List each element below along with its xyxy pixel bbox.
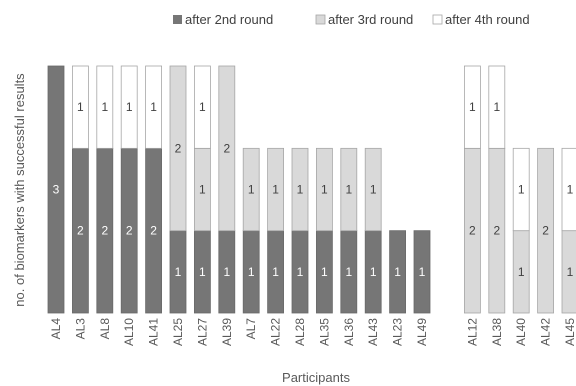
data-label-al28-after-3rd-round: 1 xyxy=(297,183,304,197)
data-label-al35-after-2nd-round: 1 xyxy=(321,265,328,279)
bar-al8-after-4th-round xyxy=(96,65,114,149)
data-label-al8-after-2nd-round: 2 xyxy=(101,224,108,238)
data-label-al39-after-2nd-round: 1 xyxy=(223,265,230,279)
legend-label-after-2nd-round: after 2nd round xyxy=(185,12,273,27)
bar-al27-after-4th-round xyxy=(193,65,211,149)
x-tick-al4: AL4 xyxy=(49,318,63,340)
legend-item-after-4th-round: after 4th round xyxy=(432,12,530,27)
bar-al42-after-3rd-round xyxy=(537,147,554,314)
bar-al4-after-2nd-round xyxy=(47,65,65,314)
data-label-al3-after-2nd-round: 2 xyxy=(77,224,84,238)
x-tick-al23: AL23 xyxy=(391,318,405,346)
data-label-al7-after-2nd-round: 1 xyxy=(248,265,255,279)
bar-al36-after-3rd-round xyxy=(340,147,358,232)
x-tick-al22: AL22 xyxy=(269,318,283,346)
x-axis-label: Participants xyxy=(282,370,350,385)
bars: 3212121211211112111111111111112121112112 xyxy=(47,65,576,314)
data-label-al3-after-4th-round: 1 xyxy=(77,100,84,114)
data-label-al27-after-2nd-round: 1 xyxy=(199,265,206,279)
data-label-al41-after-2nd-round: 2 xyxy=(150,224,157,238)
x-tick-al10: AL10 xyxy=(122,318,136,346)
bar-al35-after-3rd-round xyxy=(315,147,333,232)
bar-al28-after-3rd-round xyxy=(291,147,309,232)
legend-swatch-after-2nd-round xyxy=(173,15,182,24)
data-label-al40-after-3rd-round: 1 xyxy=(518,265,525,279)
data-label-al41-after-4th-round: 1 xyxy=(150,100,157,114)
bar-al39-after-3rd-round xyxy=(218,65,236,232)
data-label-al38-after-4th-round: 1 xyxy=(493,100,500,114)
data-label-al4-after-2nd-round: 3 xyxy=(53,183,60,197)
bar-al40-after-4th-round xyxy=(512,147,530,232)
x-tick-al3: AL3 xyxy=(73,318,87,340)
bar-al45-after-4th-round xyxy=(561,147,576,232)
data-label-al12-after-3rd-round: 2 xyxy=(469,224,476,238)
x-tick-al35: AL35 xyxy=(317,318,331,346)
legend-item-after-2nd-round: after 2nd round xyxy=(173,12,273,27)
data-label-al27-after-4th-round: 1 xyxy=(199,100,206,114)
data-label-al38-after-3rd-round: 2 xyxy=(493,224,500,238)
legend-label-after-4th-round: after 4th round xyxy=(445,12,530,27)
data-label-al36-after-3rd-round: 1 xyxy=(345,183,352,197)
y-axis-label: no. of biomarkers with successful result… xyxy=(12,73,27,307)
legend: after 2nd round after 3rd round after 4t… xyxy=(173,12,530,27)
legend-swatch-after-4th-round xyxy=(432,14,443,25)
x-tick-al45: AL45 xyxy=(563,318,576,346)
data-label-al49-after-2nd-round: 1 xyxy=(419,265,426,279)
x-tick-labels: AL4 AL3 AL8 AL10 AL41 AL25 AL27 AL39 AL7 AL22 AL28… xyxy=(49,318,576,346)
bar-al38-after-4th-round xyxy=(488,65,506,149)
legend-swatch-after-3rd-round xyxy=(315,14,326,25)
data-label-al10-after-4th-round: 1 xyxy=(126,100,133,114)
x-tick-al49: AL49 xyxy=(415,318,429,346)
x-tick-al7: AL7 xyxy=(244,318,258,340)
x-tick-al41: AL41 xyxy=(147,318,161,346)
bar-al7-after-3rd-round xyxy=(242,147,260,232)
bar-al49-after-2nd-round xyxy=(413,230,431,314)
bar-al22-after-3rd-round xyxy=(267,147,285,232)
data-label-al39-after-3rd-round: 2 xyxy=(223,141,230,155)
data-label-al28-after-2nd-round: 1 xyxy=(297,265,304,279)
legend-item-after-3rd-round: after 3rd round xyxy=(315,12,413,27)
data-label-al45-after-4th-round: 1 xyxy=(567,183,574,197)
bar-al12-after-4th-round xyxy=(463,65,481,149)
x-tick-al36: AL36 xyxy=(342,318,356,346)
bar-al3-after-4th-round xyxy=(72,65,89,149)
data-label-al10-after-2nd-round: 2 xyxy=(126,224,133,238)
x-tick-al38: AL38 xyxy=(490,318,504,346)
data-label-al43-after-2nd-round: 1 xyxy=(370,265,377,279)
data-label-al8-after-4th-round: 1 xyxy=(101,100,108,114)
data-label-al27-after-3rd-round: 1 xyxy=(199,183,206,197)
data-label-al22-after-2nd-round: 1 xyxy=(272,265,279,279)
legend-label-after-3rd-round: after 3rd round xyxy=(328,12,413,27)
data-label-al45-after-3rd-round: 1 xyxy=(567,265,574,279)
x-tick-al12: AL12 xyxy=(465,318,479,346)
data-label-al35-after-3rd-round: 1 xyxy=(321,183,328,197)
data-label-al22-after-3rd-round: 1 xyxy=(272,183,279,197)
x-tick-al27: AL27 xyxy=(195,318,209,346)
data-label-al42-after-3rd-round: 2 xyxy=(542,224,549,238)
data-label-al12-after-4th-round: 1 xyxy=(469,100,476,114)
data-label-al23-after-2nd-round: 1 xyxy=(394,265,401,279)
x-tick-al25: AL25 xyxy=(171,318,185,346)
data-label-al25-after-3rd-round: 2 xyxy=(175,141,182,155)
x-tick-al42: AL42 xyxy=(539,318,553,346)
x-tick-al43: AL43 xyxy=(366,318,380,346)
x-tick-al39: AL39 xyxy=(220,318,234,346)
data-label-al36-after-2nd-round: 1 xyxy=(345,265,352,279)
data-label-al40-after-4th-round: 1 xyxy=(518,183,525,197)
x-tick-al40: AL40 xyxy=(514,318,528,346)
bar-al43-after-3rd-round xyxy=(364,147,382,232)
data-label-al7-after-3rd-round: 1 xyxy=(248,183,255,197)
data-label-al25-after-2nd-round: 1 xyxy=(175,265,182,279)
data-label-al43-after-3rd-round: 1 xyxy=(370,183,377,197)
x-tick-al28: AL28 xyxy=(293,318,307,346)
x-tick-al8: AL8 xyxy=(98,318,112,340)
bar-al23-after-2nd-round xyxy=(389,230,407,314)
bar-al25-after-3rd-round xyxy=(169,65,187,232)
bar-al10-after-4th-round xyxy=(120,65,138,149)
bar-al41-after-4th-round xyxy=(145,65,163,149)
